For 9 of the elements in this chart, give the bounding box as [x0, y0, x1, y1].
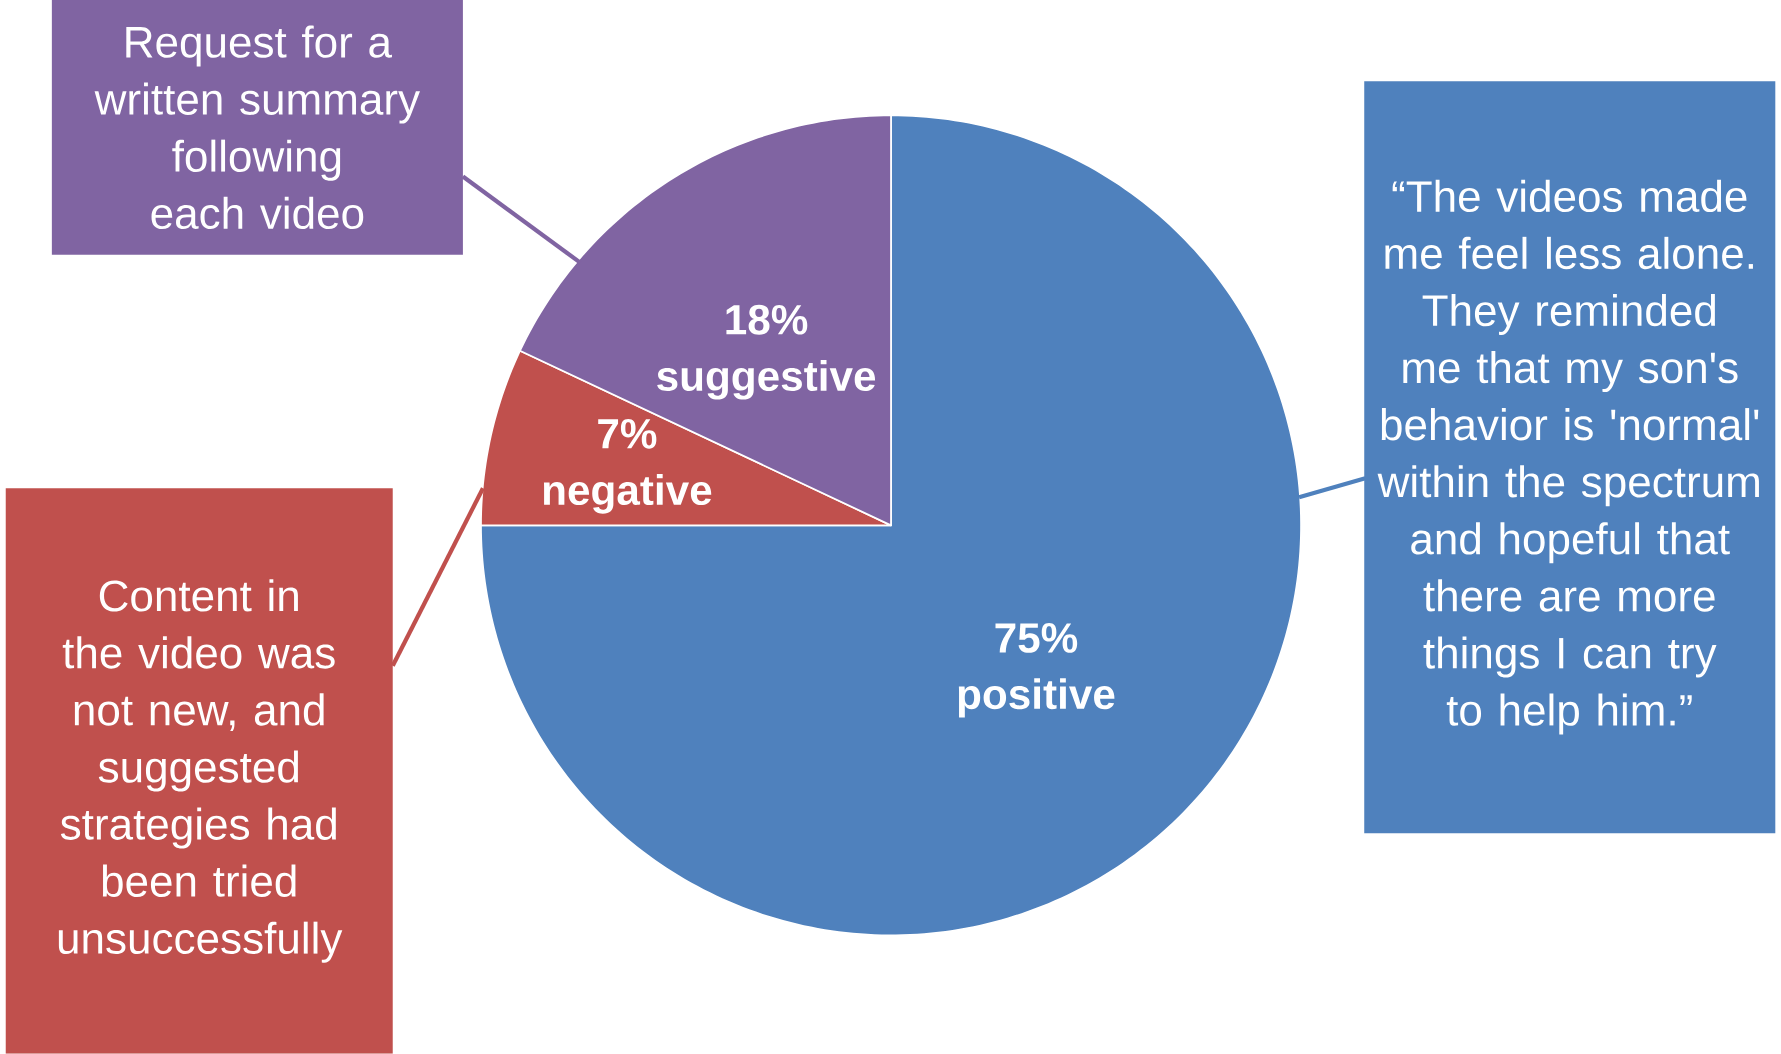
slice-label: positive [958, 678, 1115, 718]
data-label: 75% [995, 623, 1078, 653]
slice-label: suggestive [657, 360, 876, 400]
text: Content in the video was not new, and suggested strategies had been tried unsuccessfully [58, 579, 343, 963]
slice-label: negative [543, 474, 712, 514]
data-label: 18% [726, 304, 808, 335]
text: Request for a written summary following each video [94, 25, 420, 230]
data-label: 7% [598, 419, 657, 449]
text: “The videos made me feel less alone. They reminded me that my son's behavior is 'normal' within the spectrum and hopeful that there are more things I can try to help him.” [1377, 179, 1759, 735]
